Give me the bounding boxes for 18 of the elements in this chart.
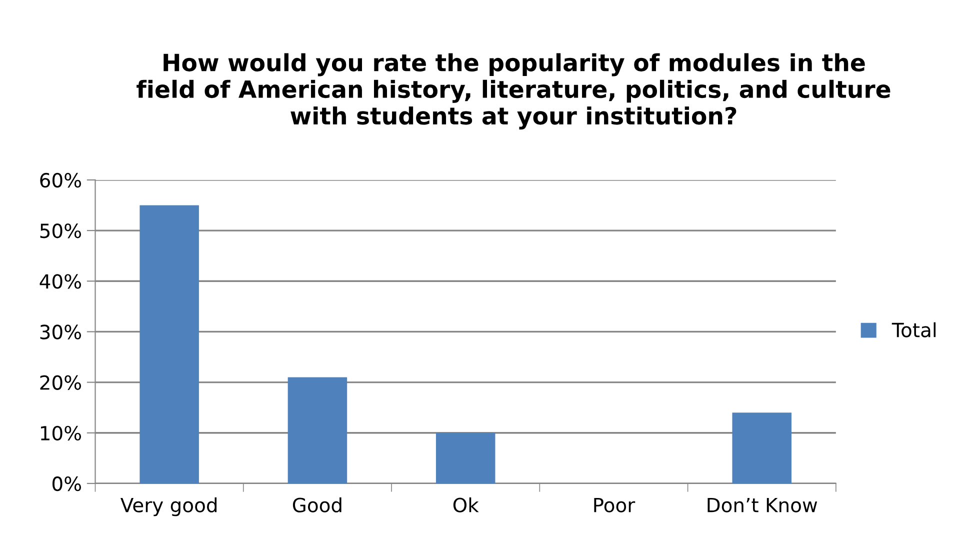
- x-tick-label: Don’t Know: [708, 498, 818, 512]
- x-tick-label: Ok: [453, 497, 479, 512]
- x-tick-label: Good: [292, 497, 342, 512]
- bar: [436, 432, 496, 484]
- y-tick-label: 20%: [40, 375, 81, 390]
- y-tick-label: 60%: [40, 172, 81, 188]
- chart-title: How would you rate the popularity of modules in the field of American history, literature, politics, and culture with students at your institution?: [136, 53, 890, 130]
- y-tick-label: 10%: [40, 426, 81, 441]
- y-tick-label: 0%: [52, 476, 81, 492]
- bar: [288, 377, 348, 484]
- y-tick-label: 30%: [40, 324, 81, 340]
- x-tick-label: Very good: [120, 497, 217, 516]
- bar: [140, 205, 199, 484]
- x-tick-label: Poor: [594, 498, 636, 512]
- y-tick-label: 40%: [40, 274, 81, 289]
- bar: [732, 412, 792, 484]
- y-tick-label: 50%: [40, 223, 81, 238]
- legend-label: Total: [892, 322, 936, 338]
